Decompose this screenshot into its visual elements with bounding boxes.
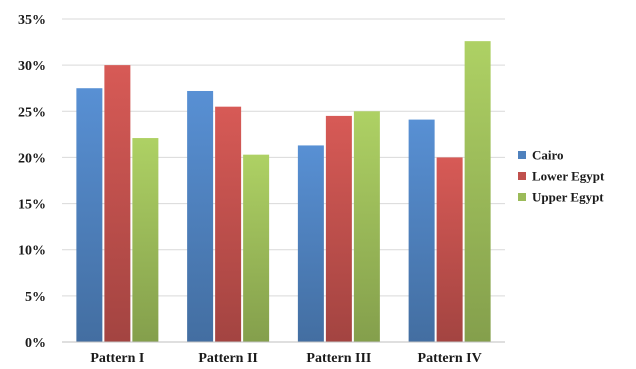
y-tick-label: 25% xyxy=(18,105,46,120)
y-tick-label: 30% xyxy=(18,59,46,74)
x-category-label: Pattern IV xyxy=(418,351,482,366)
legend-swatch xyxy=(518,151,526,159)
y-tick-label: 35% xyxy=(18,13,46,28)
bar-lower-egypt-3 xyxy=(325,115,352,343)
bar-upper-egypt-3 xyxy=(353,111,380,343)
bar-upper-egypt-4 xyxy=(464,41,491,343)
y-tick-label: 20% xyxy=(18,151,46,166)
bar-cairo-4 xyxy=(408,119,435,342)
bar-upper-egypt-1 xyxy=(132,138,159,342)
y-tick-label: 5% xyxy=(25,290,46,305)
bar-lower-egypt-2 xyxy=(215,106,242,343)
x-category-label: Pattern III xyxy=(306,351,371,366)
bar-upper-egypt-2 xyxy=(243,154,270,342)
x-category-label: Pattern I xyxy=(90,351,144,366)
y-tick-label: 0% xyxy=(25,336,46,351)
x-category-label: Pattern II xyxy=(198,351,258,366)
x-axis-category-labels: Pattern I Pattern II Pattern III Pattern IV xyxy=(90,351,481,366)
legend-label: Lower Egypt xyxy=(532,169,605,184)
y-tick-label: 15% xyxy=(18,198,46,213)
bar-cairo-2 xyxy=(187,90,214,343)
legend: Cairo Lower Egypt Upper Egypt xyxy=(518,148,605,205)
bar-cairo-1 xyxy=(76,88,103,342)
legend-swatch xyxy=(518,172,526,180)
y-tick-label: 10% xyxy=(18,244,46,259)
y-axis-tick-labels: 0% 5% 10% 15% 20% 25% 30% 35% xyxy=(18,13,46,351)
bars xyxy=(76,41,491,343)
bar-lower-egypt-1 xyxy=(104,65,131,343)
legend-swatch xyxy=(518,193,526,201)
legend-label: Cairo xyxy=(532,148,564,163)
legend-label: Upper Egypt xyxy=(532,190,604,205)
bar-lower-egypt-4 xyxy=(436,157,463,342)
bar-cairo-3 xyxy=(297,145,324,342)
